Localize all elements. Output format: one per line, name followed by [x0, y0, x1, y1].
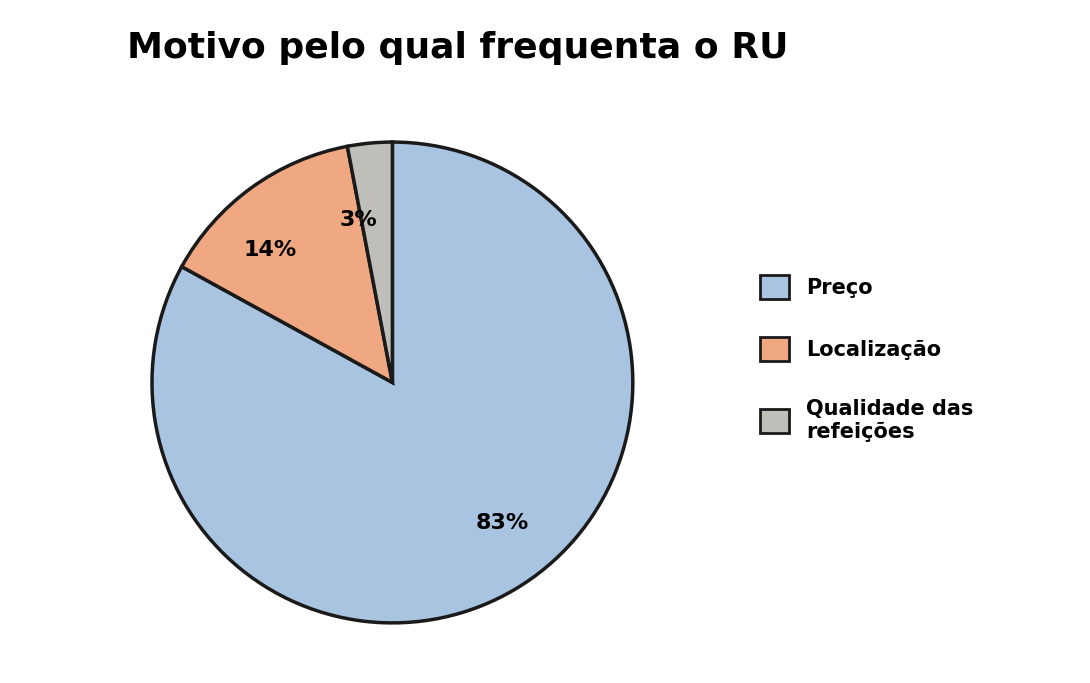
Text: 14%: 14%	[243, 240, 296, 260]
Text: 3%: 3%	[339, 210, 377, 229]
Text: 83%: 83%	[475, 513, 529, 533]
Wedge shape	[152, 142, 633, 623]
Text: Motivo pelo qual frequenta o RU: Motivo pelo qual frequenta o RU	[128, 31, 788, 65]
Legend: Preço, Localização, Qualidade das
refeições: Preço, Localização, Qualidade das refeiç…	[752, 267, 981, 450]
Wedge shape	[348, 142, 392, 382]
Wedge shape	[182, 146, 392, 382]
